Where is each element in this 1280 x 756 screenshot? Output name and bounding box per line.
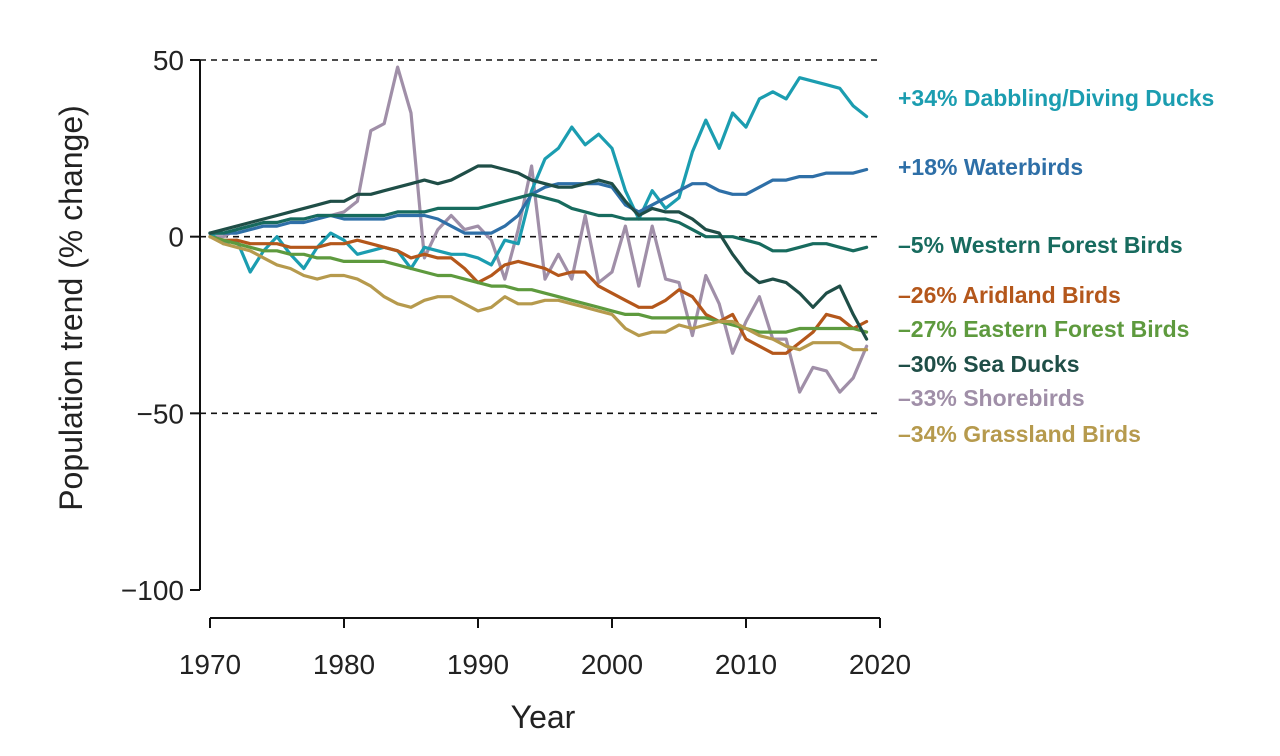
legend: +34% Dabbling/Diving Ducks +18% Waterbird… bbox=[898, 85, 1214, 447]
series-line-grassland-birds bbox=[208, 235, 869, 352]
legend-label-eastern-forest-birds: –27% Eastern Forest Birds bbox=[898, 316, 1189, 342]
x-axis-label: Year bbox=[511, 699, 576, 735]
x-tick-label: 2020 bbox=[849, 649, 911, 680]
x-tick-label: 1970 bbox=[179, 649, 241, 680]
legend-label-shorebirds: –33% Shorebirds bbox=[898, 385, 1085, 411]
series-line-dabbling-diving-ducks bbox=[208, 76, 869, 274]
legend-label-grassland-birds: –34% Grassland Birds bbox=[898, 421, 1141, 447]
y-tick-label: −50 bbox=[137, 398, 185, 429]
legend-label-dabbling-diving-ducks: +34% Dabbling/Diving Ducks bbox=[898, 85, 1214, 111]
x-tick-label: 2000 bbox=[581, 649, 643, 680]
legend-label-sea-ducks: –30% Sea Ducks bbox=[898, 351, 1080, 377]
series-line-sea-ducks bbox=[208, 164, 869, 341]
legend-label-western-forest-birds: –5% Western Forest Birds bbox=[898, 232, 1183, 258]
y-tick-label: 50 bbox=[153, 45, 184, 76]
y-tick-label: 0 bbox=[168, 222, 184, 253]
y-axis-label: Population trend (% change) bbox=[53, 105, 89, 511]
legend-label-aridland-birds: –26% Aridland Birds bbox=[898, 282, 1121, 308]
series-line-waterbirds bbox=[208, 167, 869, 235]
series-line-shorebirds bbox=[208, 65, 869, 394]
series-line-western-forest-birds bbox=[208, 192, 869, 253]
tick-labels: 50 0 −50 −100 1970 1980 1990 2000 2010 2020 bbox=[121, 45, 911, 680]
series-line-eastern-forest-birds bbox=[208, 235, 869, 334]
x-tick-label: 1980 bbox=[313, 649, 375, 680]
x-tick-label: 1990 bbox=[447, 649, 509, 680]
x-tick-label: 2010 bbox=[715, 649, 777, 680]
series-line-aridland-birds bbox=[208, 235, 869, 355]
series-lines bbox=[208, 65, 869, 394]
reference-lines bbox=[200, 59, 880, 415]
axes bbox=[190, 59, 881, 628]
legend-label-waterbirds: +18% Waterbirds bbox=[898, 154, 1083, 180]
y-tick-label: −100 bbox=[121, 575, 184, 606]
